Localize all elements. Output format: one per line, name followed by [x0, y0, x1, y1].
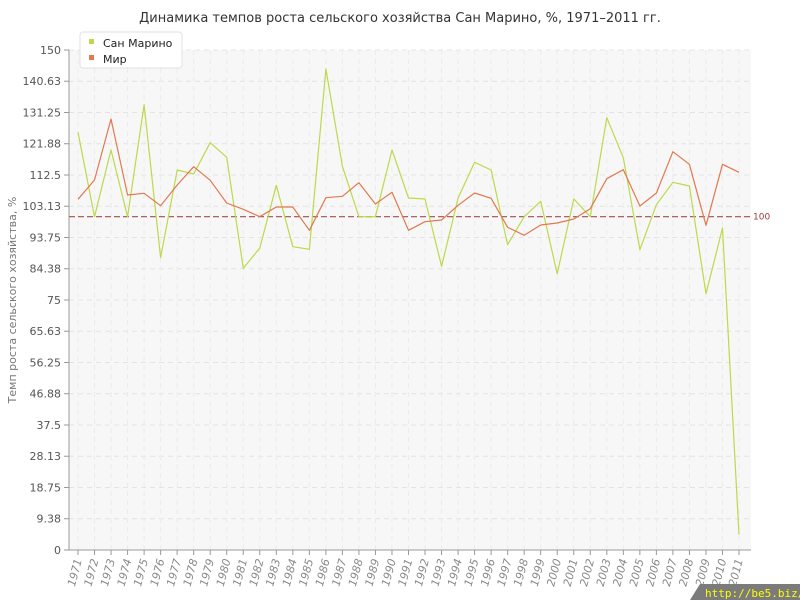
- reference-line-group: 100: [69, 213, 770, 223]
- legend-box: [79, 31, 183, 69]
- y-tick-label: 18.75: [30, 482, 62, 495]
- watermark-link[interactable]: http://be5.biz/: [705, 587, 800, 600]
- axes: [64, 49, 751, 555]
- chart-title: Динамика темпов роста сельского хозяйств…: [139, 11, 661, 26]
- y-tick-label: 56.25: [30, 357, 62, 370]
- y-tick-label: 131.25: [23, 107, 62, 120]
- legend[interactable]: Сан Марино Мир: [79, 31, 183, 69]
- series-line-1[interactable]: [77, 118, 740, 236]
- y-tick-label: 103.13: [23, 200, 62, 213]
- y-tick-label: 65.63: [30, 325, 62, 338]
- series-lines: [77, 68, 740, 535]
- y-tick-label: 150: [40, 44, 61, 57]
- y-tick-label: 121.88: [23, 138, 62, 151]
- y-axis-label: Темп роста сельского хозяйства, %: [6, 197, 19, 405]
- y-tick-label: 28.13: [30, 450, 62, 463]
- y-tick-label: 0: [54, 544, 61, 557]
- y-tick-label: 112.5: [30, 169, 62, 182]
- watermark[interactable]: http://be5.biz/: [690, 584, 800, 600]
- y-tick-label: 9.38: [37, 513, 62, 526]
- legend-label-world[interactable]: Мир: [103, 53, 127, 66]
- grid-lines: [69, 49, 751, 551]
- reference-line-label: 100: [753, 213, 770, 223]
- y-tick-labels: 0 9.38 18.75 28.13 37.5 46.88 56.25 65.63 75 84.3…: [23, 44, 62, 557]
- legend-swatch-world: [89, 55, 94, 60]
- legend-label-san-marino[interactable]: Сан Марино: [103, 37, 173, 50]
- watermark-background: [690, 584, 800, 600]
- y-tick-label: 46.88: [30, 388, 62, 401]
- x-tick-label: 2011: [726, 557, 746, 587]
- y-tick-label: 93.75: [30, 232, 62, 245]
- y-tick-label: 37.5: [37, 419, 62, 432]
- y-tick-label: 84.38: [30, 263, 62, 276]
- y-tick-label: 140.63: [23, 75, 62, 88]
- y-tick-label: 75: [47, 294, 61, 307]
- x-tick-labels: 1971197219731974197519761977197819791980…: [65, 557, 746, 587]
- legend-swatch-san-marino: [89, 39, 94, 44]
